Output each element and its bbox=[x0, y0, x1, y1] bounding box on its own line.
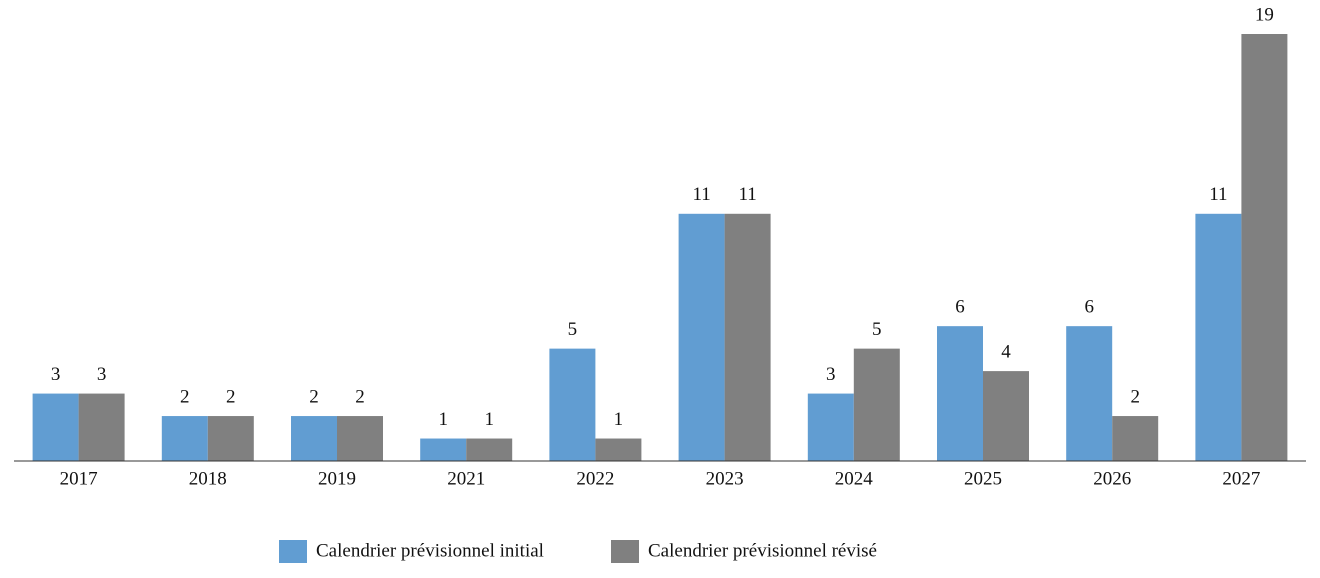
legend-label: Calendrier prévisionnel révisé bbox=[648, 540, 877, 561]
value-label: 2 bbox=[180, 386, 190, 407]
value-label: 2 bbox=[309, 386, 319, 407]
x-tick-label: 2023 bbox=[706, 468, 744, 489]
bar bbox=[466, 438, 513, 461]
x-tick-label: 2026 bbox=[1093, 468, 1131, 489]
bar bbox=[724, 213, 771, 461]
bar bbox=[207, 416, 254, 461]
bar bbox=[1066, 326, 1113, 461]
value-label: 3 bbox=[97, 364, 107, 385]
x-tick-label: 2024 bbox=[835, 468, 874, 489]
value-label: 11 bbox=[692, 184, 710, 205]
bar bbox=[549, 348, 596, 461]
bar bbox=[983, 371, 1029, 461]
x-tick-label: 2018 bbox=[189, 468, 227, 489]
bar bbox=[291, 416, 337, 461]
value-label: 2 bbox=[355, 386, 365, 407]
bar bbox=[337, 416, 383, 461]
value-label: 2 bbox=[226, 386, 236, 407]
value-label: 4 bbox=[1001, 341, 1011, 362]
value-label: 1 bbox=[438, 409, 448, 430]
x-tick-label: 2019 bbox=[318, 468, 356, 489]
bar bbox=[1195, 213, 1242, 461]
value-label: 6 bbox=[955, 297, 965, 318]
bar bbox=[420, 438, 467, 461]
value-label: 1 bbox=[614, 409, 624, 430]
value-label: 1 bbox=[484, 409, 494, 430]
legend-swatch bbox=[279, 540, 307, 563]
value-label: 11 bbox=[1209, 184, 1227, 205]
x-tick-label: 2017 bbox=[60, 468, 98, 489]
legend-swatch bbox=[611, 540, 639, 563]
x-tick-label: 2027 bbox=[1222, 468, 1260, 489]
value-label: 2 bbox=[1130, 386, 1140, 407]
bar bbox=[595, 438, 642, 461]
x-tick-label: 2021 bbox=[447, 468, 485, 489]
bar bbox=[678, 213, 725, 461]
value-label: 11 bbox=[738, 184, 756, 205]
x-tick-label: 2025 bbox=[964, 468, 1002, 489]
value-label: 19 bbox=[1255, 4, 1274, 25]
legend-label: Calendrier prévisionnel initial bbox=[316, 540, 544, 561]
bar bbox=[1241, 34, 1288, 461]
bar bbox=[807, 393, 854, 461]
bar bbox=[32, 393, 79, 461]
value-label: 5 bbox=[568, 319, 578, 340]
bar bbox=[937, 326, 983, 461]
value-label: 5 bbox=[872, 319, 882, 340]
bar bbox=[161, 416, 208, 461]
bar bbox=[853, 348, 900, 461]
value-label: 3 bbox=[51, 364, 61, 385]
value-label: 3 bbox=[826, 364, 836, 385]
value-label: 6 bbox=[1084, 297, 1094, 318]
bar bbox=[1112, 416, 1159, 461]
x-tick-label: 2022 bbox=[576, 468, 614, 489]
bar bbox=[78, 393, 125, 461]
